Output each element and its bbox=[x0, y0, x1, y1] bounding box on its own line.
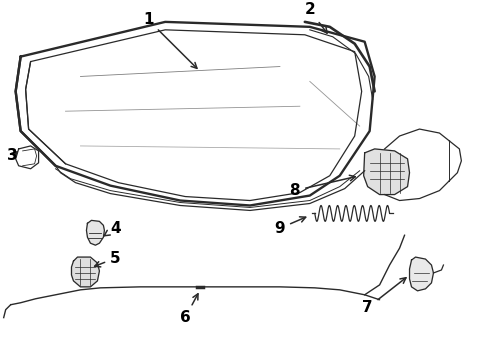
Polygon shape bbox=[86, 220, 104, 245]
Text: 5: 5 bbox=[95, 251, 121, 267]
Polygon shape bbox=[410, 257, 434, 291]
Text: 4: 4 bbox=[104, 221, 121, 236]
Text: 7: 7 bbox=[362, 278, 406, 315]
Text: 2: 2 bbox=[304, 3, 327, 33]
Polygon shape bbox=[364, 149, 410, 194]
Text: 8: 8 bbox=[290, 175, 355, 198]
Text: 1: 1 bbox=[143, 12, 197, 68]
Text: 9: 9 bbox=[274, 217, 306, 236]
Text: 6: 6 bbox=[180, 294, 198, 325]
Text: 3: 3 bbox=[7, 148, 18, 163]
Polygon shape bbox=[72, 257, 99, 287]
